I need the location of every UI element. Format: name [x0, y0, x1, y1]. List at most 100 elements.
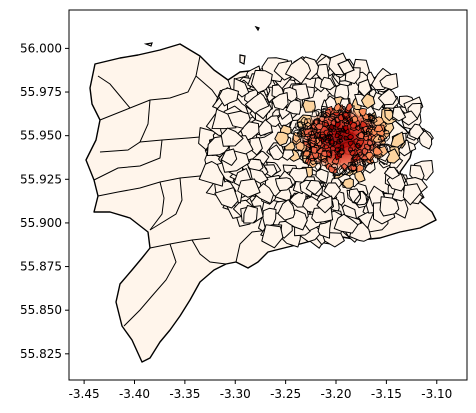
small-area-polygon [342, 177, 354, 189]
small-area-polygon [337, 113, 344, 122]
small-area-polygon [275, 177, 294, 192]
small-area-polygon [227, 110, 251, 129]
small-area-polygon [220, 148, 238, 166]
small-area-polygon [339, 144, 345, 150]
small-area-polygon [218, 87, 239, 107]
small-area-polygon [309, 134, 318, 142]
small-area-polygon [323, 182, 341, 200]
small-area-polygon [329, 139, 335, 145]
small-area-polygon [320, 136, 327, 143]
axes-frame [68, 9, 468, 381]
y-tick-label: 56.000 [20, 41, 62, 55]
small-area-polygon [350, 158, 359, 167]
small-area-polygon [244, 92, 270, 114]
small-area-polygon [379, 73, 399, 91]
y-tick-label: 55.975 [20, 85, 62, 99]
small-area-polygon [377, 133, 388, 141]
small-area-polygon [350, 162, 357, 171]
small-area-polygon [357, 79, 372, 97]
islands [143, 25, 355, 75]
small-area-polygon [309, 157, 318, 166]
urban-core-boundaries [291, 102, 391, 175]
small-area-polygon [310, 146, 318, 154]
small-area-polygon [281, 149, 295, 161]
small-area-polygon [343, 135, 350, 141]
y-axis: 55.825 55.850 55.875 55.900 55.925 55.950 55.9… [20, 41, 69, 361]
small-area-polygon [302, 121, 312, 131]
small-area-polygon [285, 99, 302, 115]
small-area-polygon [345, 102, 353, 112]
small-area-polygon [305, 179, 323, 195]
small-area-polygon [324, 137, 331, 144]
small-area-polygon [243, 205, 258, 224]
small-area-polygon [331, 157, 340, 165]
x-tick-label: -3.35 [169, 387, 200, 401]
small-area-polygon [369, 114, 378, 124]
small-area-polygon [326, 130, 334, 137]
small-area-polygon [316, 195, 333, 214]
small-area-polygon [323, 144, 329, 150]
small-area-polygon [390, 131, 405, 148]
x-tick-label: -3.40 [119, 387, 150, 401]
urban-small-areas [198, 52, 434, 249]
small-area-polygon [321, 150, 328, 158]
x-tick-label: -3.10 [421, 387, 452, 401]
small-area-polygon [347, 133, 354, 140]
small-area-polygon [348, 140, 354, 147]
small-area-polygon [354, 169, 366, 183]
small-area-polygon [342, 110, 350, 119]
small-area-polygon [354, 142, 361, 149]
small-area-polygon [311, 109, 320, 118]
small-area-polygon [271, 92, 289, 111]
map-regions [85, 25, 437, 363]
small-area-polygon [349, 121, 358, 129]
small-area-polygon [237, 178, 261, 198]
small-area-polygon [334, 133, 340, 139]
x-tick-label: -3.30 [220, 387, 251, 401]
small-area-polygon [274, 131, 289, 146]
small-area-polygon [285, 57, 311, 85]
small-area-polygon [220, 127, 244, 147]
small-area-polygon [348, 188, 361, 204]
small-area-polygon [328, 124, 335, 131]
small-area-polygon [356, 155, 363, 164]
small-area-polygon [418, 130, 433, 150]
small-area-polygon [302, 150, 311, 157]
small-area-polygon [319, 116, 326, 123]
small-area-polygon [338, 139, 344, 143]
small-area-polygon [311, 151, 319, 159]
small-area-polygon [384, 109, 395, 122]
small-area-polygon [315, 123, 324, 130]
small-area-polygon [359, 158, 367, 167]
small-area-polygon [377, 88, 397, 106]
small-area-polygon [315, 168, 329, 184]
small-area-polygon [355, 125, 361, 132]
small-area-polygon [365, 152, 375, 162]
small-area-polygon [261, 224, 284, 249]
small-area-polygon [342, 125, 349, 132]
small-area-polygon [317, 220, 332, 239]
small-area-polygon [361, 159, 372, 166]
small-area-polygon [402, 183, 422, 206]
x-tick-label: -3.25 [270, 387, 301, 401]
small-area-polygon [363, 143, 372, 151]
small-area-polygon [327, 115, 335, 122]
small-area-polygon [320, 76, 336, 91]
small-area-polygon [391, 106, 407, 122]
small-area-polygon [296, 120, 306, 130]
small-area-polygon [333, 102, 341, 112]
small-area-polygon [329, 145, 336, 151]
small-area-polygon [364, 161, 376, 174]
small-area-polygon [373, 124, 384, 133]
x-tick-label: -3.15 [371, 387, 402, 401]
small-area-polygon [257, 119, 273, 137]
x-axis: -3.45 -3.40 -3.35 -3.30 -3.25 -3.20 -3.15 -3.10 [69, 380, 452, 401]
small-area-polygon [356, 139, 364, 146]
small-area-polygon [338, 148, 345, 155]
x-tick-label: -3.20 [320, 387, 351, 401]
small-area-polygon [268, 144, 285, 161]
small-area-polygon [347, 164, 358, 172]
small-area-polygon [319, 134, 326, 140]
